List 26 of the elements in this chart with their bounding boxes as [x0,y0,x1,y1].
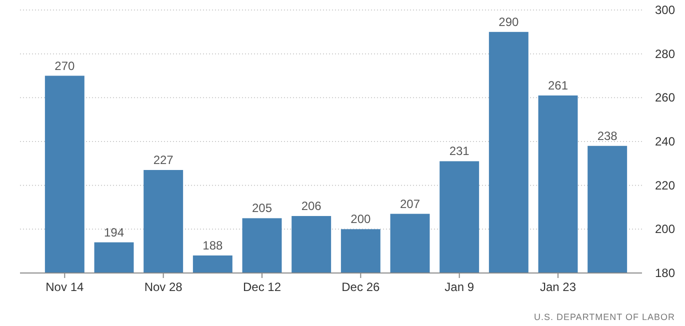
y-tick-label: 260 [654,90,676,105]
data-label: 231 [449,144,470,158]
data-label: 207 [400,196,420,211]
data-label: 238 [597,128,618,143]
data-label: 290 [498,14,519,29]
data-label: 261 [548,78,568,92]
y-tick-label: 180 [654,266,676,280]
data-label: 194 [104,225,124,240]
x-tick-label: Dec 12 [242,280,282,294]
data-label: 200 [350,212,371,226]
x-tick-label: Jan 23 [540,280,576,294]
y-tick-label: 220 [654,178,676,192]
x-tick-label: Dec 26 [342,280,380,294]
x-tick-label: Jan 9 [444,280,474,294]
data-label: 227 [153,152,174,167]
y-tick-label: 280 [654,46,676,61]
data-label: 270 [54,58,75,73]
x-tick-label: Nov 14 [46,280,84,294]
y-tick-label: 240 [654,134,676,148]
data-label: 206 [301,199,322,214]
text: U.S. DEPARTMENT OF LABOR [534,312,675,322]
y-tick-label: 200 [654,222,676,236]
x-tick-label: Nov 28 [144,280,183,294]
y-tick-label: 300 [654,3,676,17]
data-label: 188 [202,238,223,252]
data-label: 205 [252,201,272,216]
